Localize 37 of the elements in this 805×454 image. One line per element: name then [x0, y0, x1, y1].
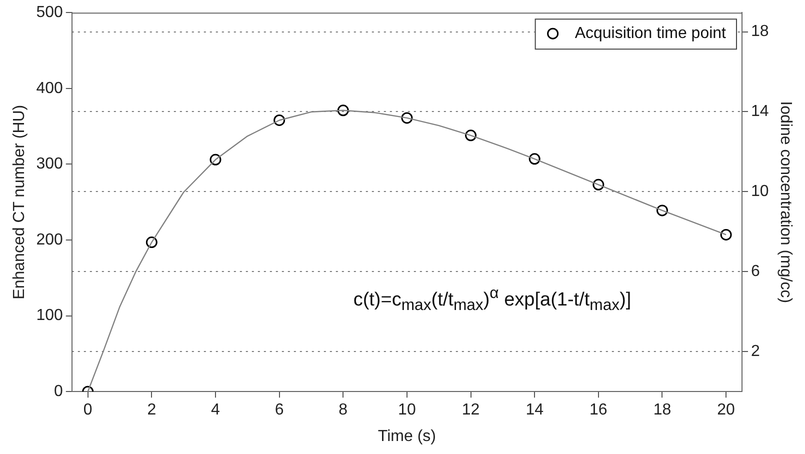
x-tick-label: 2	[147, 402, 156, 419]
x-tick-label: 0	[83, 402, 92, 419]
y2-tick-label: 10	[751, 183, 769, 200]
point	[210, 154, 222, 166]
y-tick-label: 300	[36, 156, 63, 173]
point	[592, 178, 604, 190]
y-axis-title: Enhanced CT number (HU)	[11, 104, 28, 300]
x-tick-label: 20	[717, 402, 736, 419]
x-tick-label: 16	[590, 402, 608, 419]
legend-label: Acquisition time point	[574, 25, 727, 42]
y-tick-label: 400	[36, 80, 63, 97]
x-tick-label: 6	[274, 402, 284, 419]
x-axis-title: Time (s)	[378, 428, 436, 445]
y2-tick-label: 6	[751, 263, 760, 280]
point	[465, 130, 477, 142]
x-tick-label: 10	[398, 402, 416, 419]
y-tick-label: 0	[54, 383, 63, 400]
point	[528, 153, 540, 165]
y-tick-label: 500	[36, 4, 63, 22]
text: c(t)=c$_{max}$(t/t$_{max}$)$^{α}$ exp[a(1-t/t$_{max}$)]	[353, 285, 632, 315]
y2-axis-title: Iodine concentration (mg/cc)	[776, 101, 794, 304]
y2-tick-label: 14	[751, 103, 769, 120]
y2-tick-label: 2	[751, 343, 760, 360]
x-tick-label: 18	[653, 402, 672, 419]
x-tick-label: 12	[462, 402, 480, 419]
point	[337, 104, 349, 116]
point	[720, 228, 732, 240]
x-tick-label: 8	[338, 402, 348, 419]
x-tick-label: 14	[526, 402, 544, 419]
x-tick-label: 4	[211, 402, 220, 419]
point	[146, 236, 158, 248]
y2-tick-label: 18	[751, 23, 769, 40]
point	[401, 112, 413, 124]
y-tick-label: 200	[36, 231, 63, 248]
point	[274, 114, 286, 126]
y-tick-label: 100	[36, 307, 63, 324]
point	[656, 204, 668, 216]
